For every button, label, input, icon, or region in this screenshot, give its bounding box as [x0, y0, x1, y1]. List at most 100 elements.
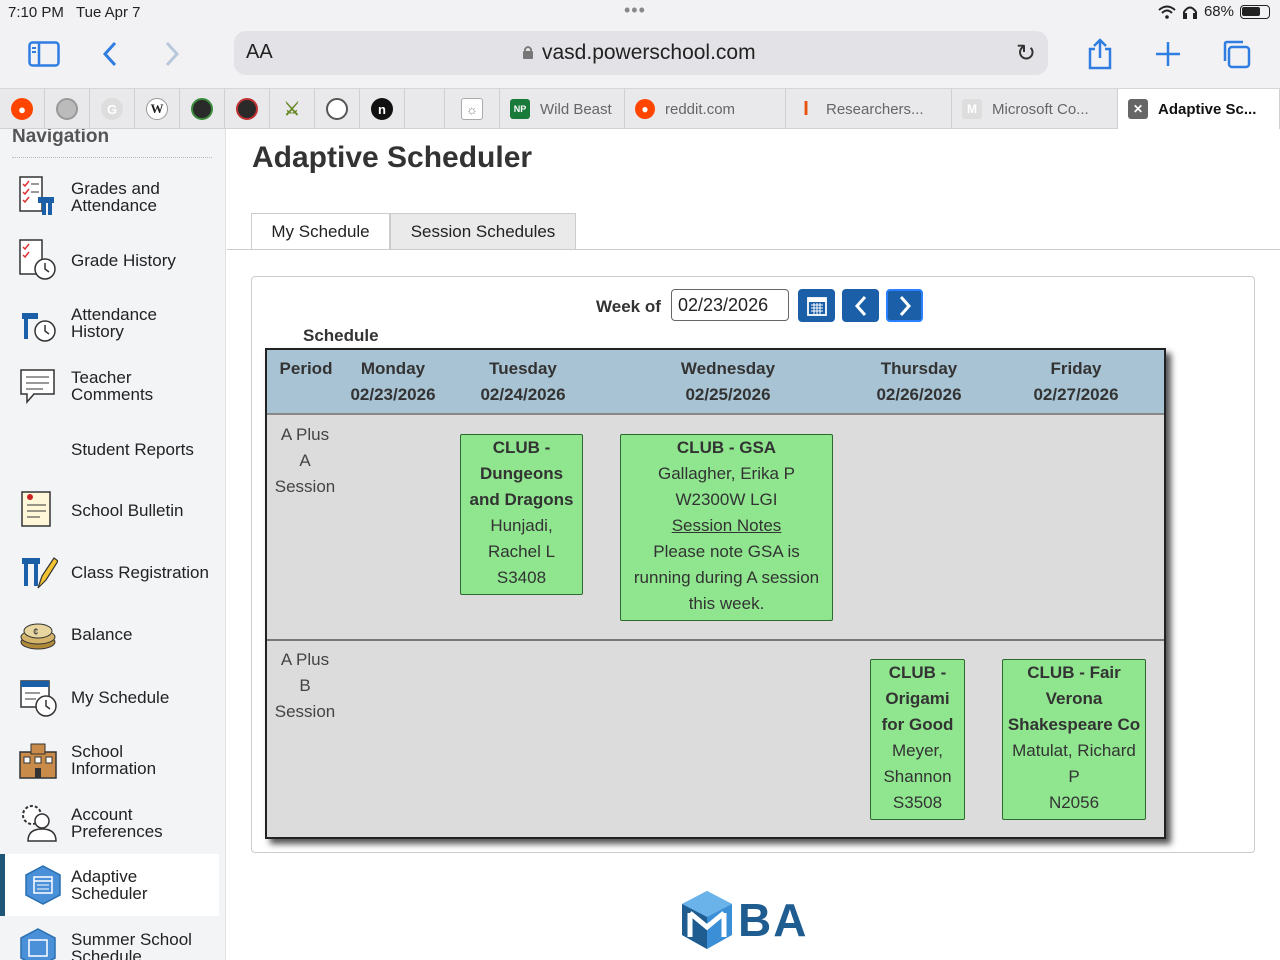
favorite-globe[interactable] — [315, 89, 360, 129]
sidebar-item-summer-school[interactable]: Summer School Schedule — [0, 917, 219, 960]
week-of-label: Week of — [596, 297, 661, 316]
sidebar-item-attendance-history[interactable]: Attendance History — [0, 292, 219, 354]
period-line: Session — [274, 702, 336, 721]
badge-icon — [236, 98, 258, 120]
schedule-panel: Week of Schedule Period Monday 02/23/202… — [251, 276, 1255, 853]
forward-icon[interactable] — [152, 36, 192, 72]
favorite-seal[interactable] — [45, 89, 90, 129]
tab-my-schedule[interactable]: My Schedule — [251, 213, 390, 250]
session-notes-link[interactable]: Session Notes — [671, 516, 782, 535]
illinois-icon: I — [803, 97, 809, 120]
favorite-blank[interactable] — [405, 89, 445, 129]
grade-history-icon — [19, 239, 56, 280]
back-icon[interactable] — [90, 36, 130, 72]
favorite-g[interactable]: G — [90, 89, 135, 129]
sidebar-item-grade-history[interactable]: Grade History — [0, 229, 219, 291]
card-room: S3508 — [892, 793, 943, 812]
week-date-input[interactable] — [671, 289, 789, 321]
header-day-date: 02/27/2026 — [1033, 385, 1119, 404]
chevron-left-icon — [854, 295, 866, 316]
sidebar-item-account-preferences[interactable]: Account Preferences — [0, 792, 219, 854]
registration-icon — [22, 557, 58, 589]
sidebar-item-student-reports[interactable]: Student Reports — [0, 418, 219, 480]
sidebar-item-school-bulletin[interactable]: School Bulletin — [0, 479, 219, 541]
status-bar: 7:10 PM Tue Apr 7 ••• 68% — [0, 0, 1280, 24]
browser-tab-adaptive-scheduler[interactable]: ✕ Adaptive Sc... — [1118, 89, 1280, 129]
favorite-n[interactable]: n — [360, 89, 405, 129]
favorite-w-badge-2[interactable] — [225, 89, 270, 129]
sidebar-item-label: School Information — [71, 742, 157, 778]
g-letter-icon: G — [101, 98, 123, 120]
calendar-icon — [806, 296, 827, 316]
reader-aa-button[interactable]: AA — [246, 41, 273, 63]
lock-icon — [523, 46, 533, 59]
sidebar-item-class-registration[interactable]: Class Registration — [0, 541, 219, 603]
browser-tab-microsoft[interactable]: M Microsoft Co... — [952, 89, 1118, 129]
favorite-sword[interactable]: ⚔ — [270, 89, 315, 129]
card-title: CLUB - Fair — [1027, 663, 1121, 682]
battery-percent: 68% — [1203, 3, 1234, 20]
next-week-button[interactable] — [886, 289, 923, 322]
header-day: Thursday 02/26/2026 — [869, 356, 969, 408]
calendar-button[interactable] — [798, 289, 835, 322]
card-title: Shakespeare Co — [1007, 715, 1141, 734]
favorite-wikipedia[interactable]: W — [135, 89, 180, 129]
browser-tab-label: Microsoft Co... — [992, 100, 1089, 118]
favorite-reddit[interactable]: ● — [0, 89, 45, 129]
sidebar-item-adaptive-scheduler[interactable]: Adaptive Scheduler — [0, 854, 219, 916]
sidebar-item-my-schedule[interactable]: My Schedule — [0, 666, 219, 728]
header-period: Period — [279, 359, 333, 378]
account-gear-icon — [22, 805, 57, 842]
period-line: A — [299, 451, 311, 470]
class-card-gsa[interactable]: CLUB - GSA Gallagher, Erika P W2300W LGI… — [620, 434, 833, 621]
header-day: Monday 02/23/2026 — [343, 356, 443, 408]
sidebar-item-balance[interactable]: ¢ Balance — [0, 603, 219, 665]
tab-session-schedules[interactable]: Session Schedules — [390, 213, 576, 250]
sidebar-item-grades-attendance[interactable]: Grades and Attendance — [0, 166, 219, 228]
tab-overview-icon[interactable] — [1216, 36, 1256, 72]
class-card-origami[interactable]: CLUB - Origami for Good Meyer, Shannon S… — [870, 659, 965, 820]
address-bar[interactable]: AA vasd.powerschool.com ↻ — [234, 31, 1048, 75]
sidebar-item-school-information[interactable]: School Information — [0, 729, 219, 791]
sidebar-toggle-icon[interactable] — [24, 36, 64, 72]
browser-tab-wild-beast[interactable]: NP Wild Beast — [500, 89, 625, 129]
schedule-icon — [20, 680, 57, 717]
reddit-icon: ● — [635, 99, 655, 119]
row-divider — [267, 639, 1164, 641]
sidebar-item-teacher-comments[interactable]: Teacher Comments — [0, 355, 219, 417]
browser-toolbar: AA vasd.powerschool.com ↻ — [0, 24, 1280, 88]
favorite-owl[interactable]: ☼ — [445, 89, 500, 129]
period-line: A Plus — [280, 650, 330, 669]
close-icon[interactable]: ✕ — [1128, 99, 1148, 119]
microsoft-icon: M — [962, 99, 982, 119]
sidebar-item-label: Account Preferences — [71, 805, 163, 841]
school-logo: BA — [680, 889, 808, 951]
favorite-w-badge-1[interactable] — [180, 89, 225, 129]
period-line: B — [299, 676, 311, 695]
header-day-name: Monday — [360, 359, 426, 378]
class-card-dungeons-dragons[interactable]: CLUB - Dungeons and Dragons Hunjadi, Rac… — [460, 434, 583, 595]
browser-tab-researchers[interactable]: I Researchers... — [786, 89, 952, 129]
sidebar-item-label: Summer School Schedule — [71, 930, 192, 960]
period-cell: A Plus B Session — [267, 647, 343, 725]
logo-text: BA — [738, 894, 809, 946]
url-text[interactable]: vasd.powerschool.com — [542, 41, 756, 64]
card-title: and Dragons — [469, 490, 574, 509]
card-title: CLUB - — [492, 438, 551, 457]
new-tab-icon[interactable] — [1148, 36, 1188, 72]
adaptive-scheduler-icon — [25, 865, 61, 905]
browser-tab-reddit[interactable]: ● reddit.com — [625, 89, 786, 129]
card-note: Please note GSA is — [653, 542, 800, 561]
header-day-date: 02/26/2026 — [876, 385, 962, 404]
class-card-shakespeare[interactable]: CLUB - Fair Verona Shakespeare Co Matula… — [1002, 659, 1146, 820]
sidebar-item-label: Adaptive Scheduler — [71, 867, 148, 903]
wikipedia-icon: W — [146, 98, 168, 120]
header-day-date: 02/24/2026 — [480, 385, 566, 404]
reload-icon[interactable]: ↻ — [1015, 40, 1036, 67]
globe-icon — [326, 98, 348, 120]
period-cell: A Plus A Session — [267, 422, 343, 500]
card-title: Verona — [1045, 689, 1103, 708]
previous-week-button[interactable] — [842, 289, 879, 322]
multitask-dots-icon[interactable]: ••• — [624, 0, 646, 20]
share-icon[interactable] — [1080, 36, 1120, 72]
